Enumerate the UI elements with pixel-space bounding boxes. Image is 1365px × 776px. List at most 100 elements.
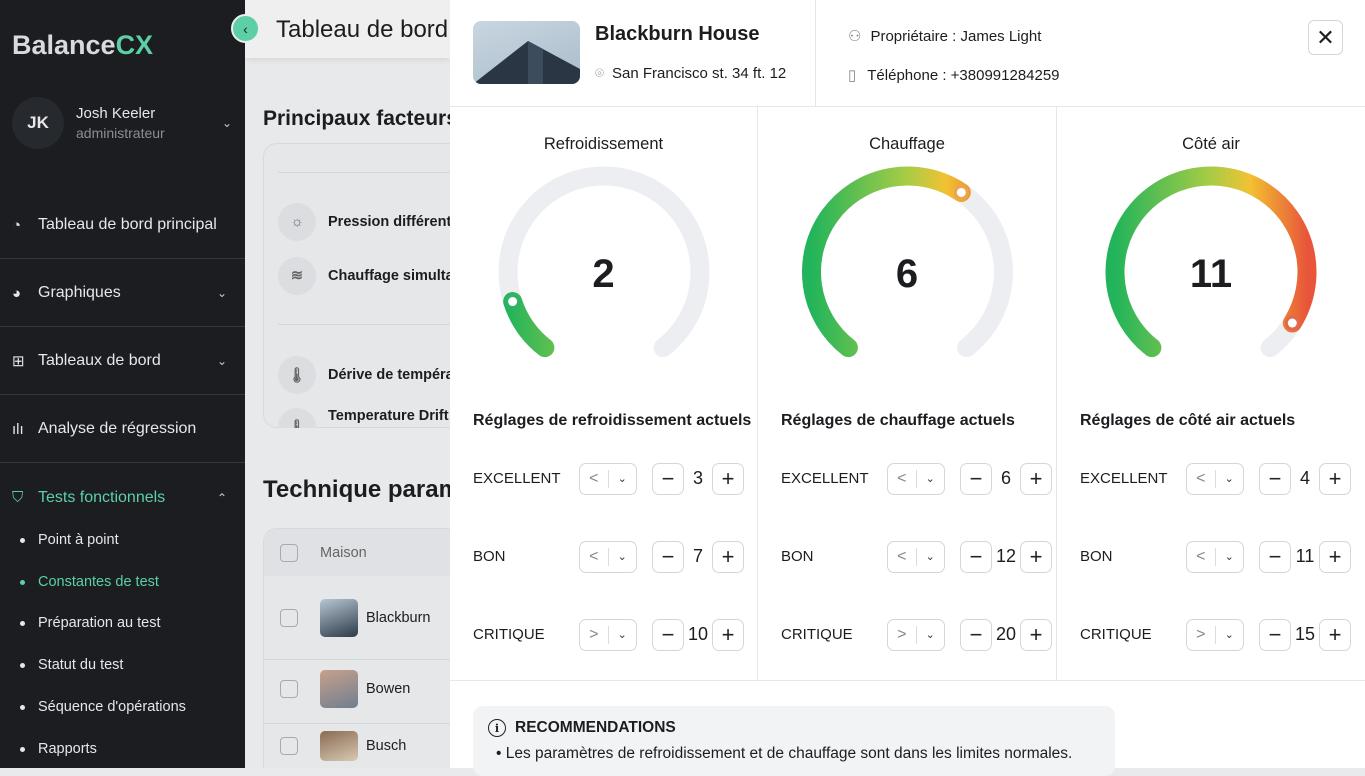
operator-select[interactable]: < ⌄ (1186, 462, 1244, 495)
decrement-button[interactable]: − (960, 462, 992, 495)
subnav-test-status[interactable]: Statut du test (20, 657, 123, 673)
operator-value: > (580, 625, 609, 644)
chevron-down-icon: ⌄ (925, 473, 935, 485)
subnav-test-prep[interactable]: Préparation au test (20, 615, 161, 631)
row-checkbox[interactable] (280, 679, 298, 698)
threshold-value[interactable]: 12 (995, 546, 1017, 566)
operator-select[interactable]: < ⌄ (887, 462, 945, 495)
section-title: Principaux facteurs (263, 107, 450, 130)
operator-select[interactable]: < ⌄ (579, 540, 637, 573)
subnav-sequence[interactable]: Séquence d'opérations (20, 699, 186, 715)
table-row[interactable]: Bowen (264, 659, 450, 717)
chevron-up-icon: ⌃ (216, 490, 227, 505)
nav-regression[interactable]: ılı Analyse de régression (0, 396, 245, 463)
chevron-down-icon: ⌄ (221, 116, 232, 130)
section-title: Technique param (263, 476, 450, 503)
nav-charts[interactable]: ◕ Graphiques ⌄ (0, 260, 245, 327)
factor-label: Temperature Drift (328, 408, 449, 424)
chevron-down-icon: ⌄ (1224, 551, 1234, 563)
chevron-down-icon: ⌄ (617, 551, 627, 563)
close-button[interactable]: ✕ (1308, 20, 1343, 55)
operator-select[interactable]: > ⌄ (579, 618, 637, 651)
subnav-point-to-point[interactable]: Point à point (20, 532, 119, 548)
increment-button[interactable]: + (712, 540, 744, 573)
increment-button[interactable]: + (1020, 618, 1052, 651)
increment-button[interactable]: + (712, 618, 744, 651)
threshold-value[interactable]: 10 (687, 624, 709, 644)
gauge-fill (1105, 166, 1317, 358)
sidebar: BalanceCX JK Josh Keeler administrateur ⌄… (0, 0, 245, 768)
sun-icon: ☼ (278, 203, 316, 241)
threshold-row: BON < ⌄ − 11 + (1080, 540, 1355, 573)
recommendations-title: RECOMMENDATIONS (515, 719, 676, 736)
threshold-value[interactable]: 20 (995, 624, 1017, 644)
threshold-value[interactable]: 4 (1299, 468, 1310, 488)
brand-logo[interactable]: BalanceCX (12, 30, 153, 61)
factor-label: Chauffage simulta (328, 268, 450, 284)
decrement-button[interactable]: − (960, 618, 992, 651)
factor-item[interactable]: 🌡︎ Dérive de tempéra (278, 356, 450, 394)
increment-button[interactable]: + (1319, 462, 1351, 495)
nav-label: Tableau de bord principal (38, 216, 217, 233)
factor-item[interactable]: ≋ Chauffage simulta (278, 257, 450, 295)
threshold-row: CRITIQUE > ⌄ − 15 + (1080, 618, 1355, 651)
select-all-checkbox[interactable] (280, 543, 298, 562)
operator-value: < (888, 547, 917, 566)
threshold-value[interactable]: 11 (1295, 546, 1315, 566)
nav-functional-tests[interactable]: ⛉ Tests fonctionnels ⌃ (0, 464, 245, 531)
threshold-label: BON (781, 548, 814, 565)
brand-text: Balance (12, 30, 116, 60)
operator-value: < (580, 469, 609, 488)
factors-card: ☼ Pression différent ≋ Chauffage simulta 🌡… (263, 143, 450, 428)
nav-dashboards[interactable]: ⊞ Tableaux de bord ⌄ (0, 328, 245, 395)
threshold-label: BON (1080, 548, 1113, 565)
operator-select[interactable]: < ⌄ (887, 540, 945, 573)
decrement-button[interactable]: − (652, 462, 684, 495)
user-menu[interactable]: JK Josh Keeler administrateur ⌄ (12, 97, 232, 149)
phone-info: ▯ Téléphone : +380991284259 (848, 66, 1060, 84)
operator-select[interactable]: > ⌄ (887, 618, 945, 651)
house-thumbnail (320, 730, 358, 761)
owner-text: Propriétaire : James Light (870, 28, 1042, 45)
decrement-button[interactable]: − (652, 540, 684, 573)
gauge-value: 2 (592, 252, 615, 296)
decrement-button[interactable]: − (1259, 618, 1291, 651)
chevron-down-icon: ⌄ (617, 629, 627, 641)
settings-title: Réglages de refroidissement actuels (473, 412, 752, 429)
main-content: Tableau de bord Principaux facteurs ☼ Pre… (245, 0, 450, 768)
threshold-value[interactable]: 7 (692, 546, 703, 566)
threshold-value[interactable]: 6 (1000, 468, 1011, 488)
threshold-value[interactable]: 15 (1294, 624, 1316, 644)
thermometer-icon: 🌡︎ (278, 408, 316, 428)
operator-value: < (1187, 469, 1216, 488)
operator-select[interactable]: > ⌄ (1186, 618, 1244, 651)
operator-select[interactable]: < ⌄ (579, 462, 637, 495)
table-row[interactable]: Blackburn (264, 589, 450, 647)
recommendations-box: i RECOMMENDATIONS Les paramètres de refro… (473, 706, 1115, 776)
factor-item[interactable]: 🌡︎ Temperature Drift (278, 408, 449, 428)
increment-button[interactable]: + (1319, 540, 1351, 573)
table-row[interactable]: Busch (264, 723, 450, 767)
subnav-test-constants[interactable]: Constantes de test (20, 574, 159, 590)
increment-button[interactable]: + (1020, 462, 1052, 495)
nav-label: Graphiques (38, 284, 121, 301)
row-checkbox[interactable] (280, 609, 298, 627)
operator-select[interactable]: < ⌄ (1186, 540, 1244, 573)
row-checkbox[interactable] (280, 736, 298, 755)
decrement-button[interactable]: − (1259, 462, 1291, 495)
increment-button[interactable]: + (1319, 618, 1351, 651)
increment-button[interactable]: + (1020, 540, 1052, 573)
decrement-button[interactable]: − (1259, 540, 1291, 573)
decrement-button[interactable]: − (652, 618, 684, 651)
decrement-button[interactable]: − (960, 540, 992, 573)
nav-main-dashboard[interactable]: ◔ Tableau de bord principal (0, 192, 245, 259)
pie-chart-icon: ◕ (12, 284, 22, 302)
chevron-down-icon: ⌄ (617, 473, 627, 485)
factor-item[interactable]: ☼ Pression différent (278, 203, 450, 241)
subnav-reports[interactable]: Rapports (20, 741, 97, 757)
threshold-row: EXCELLENT < ⌄ − 3 + (473, 462, 748, 495)
collapse-sidebar-button[interactable]: ‹ (231, 14, 260, 43)
threshold-value[interactable]: 3 (692, 468, 703, 488)
gauge-handle (1284, 315, 1300, 331)
increment-button[interactable]: + (712, 462, 744, 495)
